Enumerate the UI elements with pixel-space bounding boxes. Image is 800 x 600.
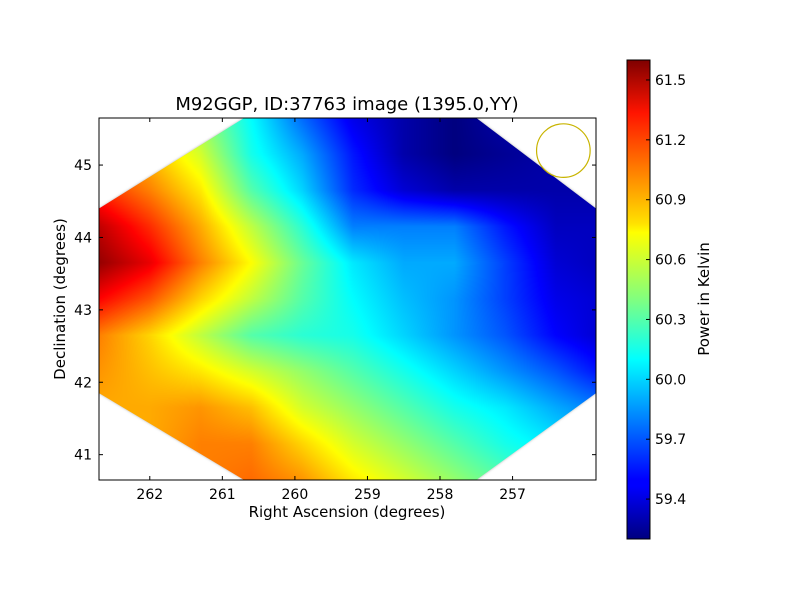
x-tick-label: 261 (209, 487, 236, 503)
colorbar-tick-label: 61.2 (655, 133, 686, 149)
colorbar-tick-label: 60.0 (655, 372, 686, 388)
x-tick-label: 260 (282, 487, 309, 503)
y-tick-label: 41 (74, 448, 92, 464)
beam-circle (535, 123, 591, 178)
colorbar-tick-label: 59.4 (655, 492, 686, 508)
colorbar-tick-label: 60.9 (655, 193, 686, 209)
colorbar-tick-label: 60.6 (655, 253, 686, 269)
colorbar-tick-label: 60.3 (655, 312, 686, 328)
colorbar-label: Power in Kelvin (695, 242, 713, 356)
colorbar-gradient (626, 59, 651, 540)
x-axis: 262 261 260 259 258 257 (136, 118, 526, 503)
x-tick-label: 259 (354, 487, 381, 503)
x-tick-label: 262 (136, 487, 163, 503)
plot-frame (98, 117, 597, 481)
colorbar-tick-label: 61.5 (655, 73, 686, 89)
y-tick-label: 44 (74, 230, 92, 246)
y-tick-label: 43 (74, 303, 92, 319)
y-axis-label: Declination (degrees) (51, 218, 69, 380)
y-tick-label: 42 (74, 375, 92, 391)
x-tick-label: 257 (499, 487, 526, 503)
colorbar: 59.4 59.7 60.0 60.3 60.6 60.9 61.2 61.5 Power i… (626, 59, 713, 540)
plot-area (98, 117, 597, 481)
colorbar-tick-label: 59.7 (655, 432, 686, 448)
colorbar-ticks: 59.4 59.7 60.0 60.3 60.6 60.9 61.2 61.5 (646, 73, 686, 508)
y-axis: 41 42 43 44 45 (74, 158, 596, 464)
x-tick-label: 258 (427, 487, 454, 503)
chart-title: M92GGP, ID:37763 image (1395.0,YY) (175, 94, 518, 115)
x-axis-label: Right Ascension (degrees) (249, 503, 446, 521)
heatmap-image (99, 118, 596, 480)
y-tick-label: 45 (74, 158, 92, 174)
